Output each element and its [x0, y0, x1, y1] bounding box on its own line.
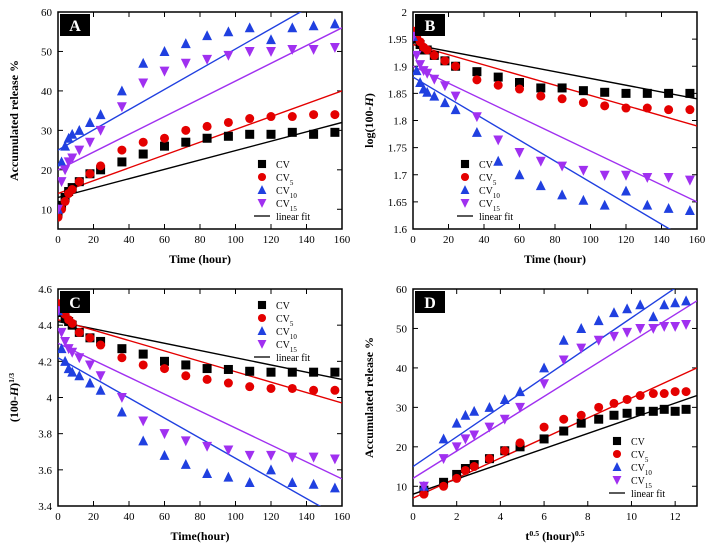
svg-text:4.2: 4.2	[38, 356, 52, 368]
svg-text:(100-H)1/3: (100-H)1/3	[7, 373, 22, 422]
svg-text:Accumulated release %: Accumulated release %	[362, 337, 376, 458]
svg-text:4.6: 4.6	[38, 284, 52, 296]
svg-text:log(100-H): log(100-H)	[362, 93, 376, 148]
panel-c: 0 20 40 60 80 100 120 140 160 3.4 3.6 3.8 4 4.2 4.4 4.6…	[0, 277, 355, 554]
svg-text:4: 4	[497, 511, 503, 523]
svg-text:t0.5 (hour)0.5: t0.5 (hour)0.5	[525, 529, 584, 544]
svg-text:80: 80	[195, 511, 207, 523]
svg-text:1.9: 1.9	[393, 61, 407, 73]
svg-text:30: 30	[41, 125, 53, 137]
svg-text:20: 20	[88, 234, 100, 246]
svg-text:1.7: 1.7	[393, 170, 407, 182]
svg-text:CV10: CV10	[631, 463, 652, 477]
svg-text:60: 60	[159, 234, 171, 246]
svg-text:40: 40	[478, 234, 490, 246]
svg-text:1.75: 1.75	[387, 143, 407, 155]
svg-text:40: 40	[41, 86, 53, 98]
svg-text:30: 30	[396, 402, 408, 414]
svg-text:0: 0	[410, 234, 416, 246]
svg-text:Time (hour): Time (hour)	[169, 252, 231, 266]
svg-text:4: 4	[47, 393, 53, 405]
svg-text:0: 0	[55, 234, 61, 246]
svg-text:160: 160	[334, 511, 351, 523]
svg-text:100: 100	[227, 511, 244, 523]
svg-text:CV15: CV15	[631, 476, 652, 490]
svg-text:6: 6	[541, 511, 547, 523]
svg-text:100: 100	[582, 234, 599, 246]
svg-text:linear fit: linear fit	[276, 353, 310, 364]
svg-text:CV5: CV5	[479, 173, 497, 187]
svg-text:C: C	[69, 295, 81, 312]
svg-text:60: 60	[41, 7, 53, 19]
svg-text:CV15: CV15	[479, 199, 500, 213]
svg-text:1.85: 1.85	[387, 88, 407, 100]
svg-text:100: 100	[227, 234, 244, 246]
svg-text:40: 40	[124, 234, 136, 246]
svg-text:20: 20	[41, 165, 53, 177]
svg-text:10: 10	[625, 511, 637, 523]
svg-text:2: 2	[401, 7, 407, 19]
svg-text:3.4: 3.4	[38, 501, 52, 513]
svg-text:CV10: CV10	[479, 186, 500, 200]
svg-text:50: 50	[396, 323, 408, 335]
svg-text:3.6: 3.6	[38, 465, 52, 477]
svg-text:10: 10	[41, 204, 53, 216]
svg-text:8: 8	[585, 511, 591, 523]
svg-text:0: 0	[55, 511, 61, 523]
svg-text:20: 20	[443, 234, 455, 246]
svg-text:120: 120	[263, 511, 280, 523]
svg-text:linear fit: linear fit	[479, 212, 513, 223]
svg-text:1.65: 1.65	[387, 197, 407, 209]
svg-text:Time(hour): Time(hour)	[170, 529, 229, 543]
svg-text:80: 80	[549, 234, 561, 246]
svg-text:60: 60	[396, 284, 408, 296]
svg-text:B: B	[424, 18, 435, 35]
svg-text:1.6: 1.6	[393, 224, 407, 236]
svg-text:3.8: 3.8	[38, 429, 52, 441]
svg-text:CV5: CV5	[276, 173, 294, 187]
svg-text:1.8: 1.8	[393, 116, 407, 128]
svg-text:CV15: CV15	[276, 199, 297, 213]
svg-text:160: 160	[688, 234, 705, 246]
svg-text:140: 140	[653, 234, 670, 246]
svg-text:CV: CV	[276, 160, 291, 171]
svg-text:120: 120	[263, 234, 280, 246]
svg-text:Accumulated release %: Accumulated release %	[7, 60, 21, 181]
svg-text:2: 2	[453, 511, 459, 523]
svg-text:10: 10	[396, 481, 408, 493]
svg-text:120: 120	[617, 234, 634, 246]
svg-text:20: 20	[396, 442, 408, 454]
svg-text:1.95: 1.95	[387, 34, 407, 46]
svg-text:CV: CV	[479, 160, 494, 171]
svg-text:140: 140	[298, 511, 315, 523]
svg-text:4.4: 4.4	[38, 320, 52, 332]
panel-a: 0 20 40 60 80 100 120 140 160 10 20 30 40 50 60 Time (h…	[0, 0, 355, 277]
svg-text:CV10: CV10	[276, 327, 297, 341]
svg-text:CV: CV	[631, 437, 646, 448]
svg-text:40: 40	[396, 363, 408, 375]
svg-text:160: 160	[334, 234, 351, 246]
panel-b: 0 20 40 60 80 100 120 140 160 1.6 1.65 1.7 1.75 1.8 1.…	[355, 0, 709, 277]
svg-text:CV: CV	[276, 301, 291, 312]
svg-text:CV10: CV10	[276, 186, 297, 200]
svg-text:140: 140	[298, 234, 315, 246]
svg-text:A: A	[69, 18, 81, 35]
svg-text:Time (hour): Time (hour)	[523, 252, 585, 266]
svg-text:linear fit: linear fit	[276, 212, 310, 223]
svg-text:CV15: CV15	[276, 340, 297, 354]
panel-d: 0 2 4 6 8 10 12 10 20 30 40 50 60 t0.5 (hour)0.5 Accum…	[355, 277, 709, 554]
svg-text:0: 0	[410, 511, 416, 523]
svg-text:CV5: CV5	[631, 450, 649, 464]
svg-text:60: 60	[514, 234, 526, 246]
svg-text:D: D	[424, 295, 436, 312]
svg-text:60: 60	[159, 511, 171, 523]
svg-text:12: 12	[669, 511, 680, 523]
svg-text:CV5: CV5	[276, 314, 294, 328]
svg-text:80: 80	[195, 234, 207, 246]
svg-text:20: 20	[88, 511, 100, 523]
svg-text:40: 40	[124, 511, 136, 523]
svg-text:linear fit: linear fit	[631, 489, 665, 500]
chart-grid: 020406080100120140160102030405060Time (h…	[0, 0, 709, 554]
svg-text:50: 50	[41, 46, 53, 58]
